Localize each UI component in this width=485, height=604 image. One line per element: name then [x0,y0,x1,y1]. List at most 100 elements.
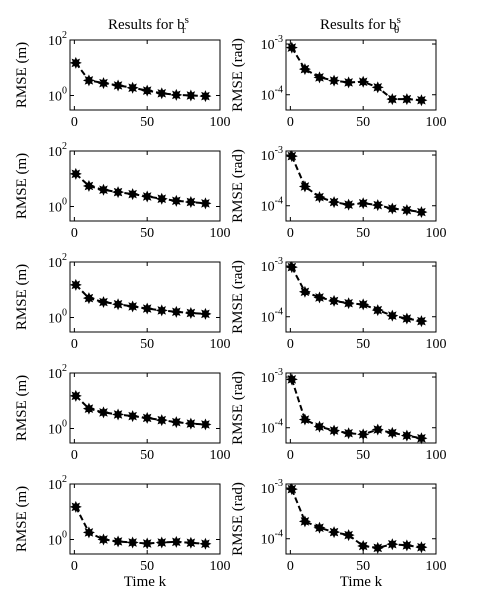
x-tick-label: 0 [71,448,78,463]
data-point [386,538,399,551]
x-tick-label: 100 [210,448,231,463]
y-axis-label: RMSE (rad) [230,260,246,334]
data-point [328,294,341,307]
data-point [97,183,110,196]
data-point [184,89,197,102]
data-point [298,63,311,76]
data-point [126,410,139,423]
data-point [313,71,326,84]
x-tick-label: 100 [210,337,231,352]
x-tick-label: 100 [426,115,447,130]
data-point [328,196,341,209]
data-point [155,536,168,549]
data-point [298,285,311,298]
series-line [75,284,206,315]
series-line [74,506,206,545]
data-point [199,90,212,103]
y-tick-label: 102 [48,141,67,160]
data-point [342,76,355,89]
data-point [170,194,183,207]
series-line [290,266,422,323]
data-point [69,389,82,402]
x-tick-label: 100 [426,448,447,463]
data-point [298,180,311,193]
data-point [342,427,355,440]
y-tick-label: 102 [48,252,67,271]
data-point [400,204,413,217]
plot-frame [285,372,437,444]
series-line [290,155,422,214]
y-axis-label: RMSE (rad) [230,149,246,223]
x-tick-label: 50 [140,115,154,130]
data-point [342,198,355,211]
data-point [82,74,95,87]
x-tick-label: 0 [71,559,78,574]
y-axis-label: RMSE (m) [14,264,30,330]
data-point [184,307,197,319]
column-title-range: Results for bsr [108,14,189,36]
x-tick-label: 0 [287,559,294,574]
data-point [155,414,168,427]
x-tick-label: 50 [356,559,370,574]
x-tick-label: 50 [140,226,154,241]
plot-frame [69,261,221,333]
data-point [82,402,95,415]
data-point [415,94,428,107]
data-point [97,77,110,90]
y-tick-label: 10-3 [261,34,283,53]
data-point [386,202,399,215]
series-line [290,47,422,102]
subplot-2-1: 0 50 100 100 102 RMSE (m) [14,141,231,241]
x-tick-label: 0 [287,337,294,352]
plot-frame [69,39,221,111]
data-point [199,418,212,431]
data-point [82,179,95,192]
y-tick-label: 100 [48,196,67,215]
data-point [313,191,326,204]
data-point [126,300,139,313]
y-axis-label: RMSE (m) [14,486,30,552]
data-point [298,515,311,528]
x-tick-label: 50 [356,448,370,463]
x-tick-label: 50 [140,337,154,352]
x-tick-label: 50 [140,448,154,463]
series-line [75,62,206,98]
data-point [400,93,413,106]
subplot-4-2: 0 50 100 10-4 10-3 RMSE (rad) [230,367,447,463]
data-point [357,75,370,88]
data-point [415,315,428,328]
data-point [112,408,125,421]
data-point [69,56,82,69]
x-tick-label: 0 [287,115,294,130]
data-point [184,536,197,549]
y-axis-label: RMSE (m) [14,42,30,108]
data-point [400,312,413,325]
data-point [126,81,139,94]
y-axis-label: RMSE (rad) [230,38,246,112]
data-point [285,483,298,496]
data-point [97,533,110,546]
y-tick-label: 10-3 [261,145,283,164]
data-point [357,298,370,311]
y-tick-label: 100 [48,418,67,437]
y-tick-label: 10-4 [261,307,283,326]
column-title-bearing: Results for bsθ [320,14,401,36]
data-point [400,429,413,442]
data-point [112,535,125,548]
subplot-2-2: 0 50 100 10-4 10-3 RMSE (rad) [230,145,447,241]
y-axis-label: RMSE (m) [14,375,30,441]
data-point [141,537,154,550]
y-tick-label: 102 [48,363,67,382]
data-point [328,526,341,539]
data-point [357,428,370,441]
data-point [415,432,428,445]
data-point [199,197,212,210]
data-point [82,526,95,539]
y-tick-label: 100 [48,307,67,326]
x-tick-label: 0 [287,226,294,241]
data-point [342,529,355,542]
data-point [285,373,298,386]
data-point [170,416,183,429]
data-point [371,81,384,94]
